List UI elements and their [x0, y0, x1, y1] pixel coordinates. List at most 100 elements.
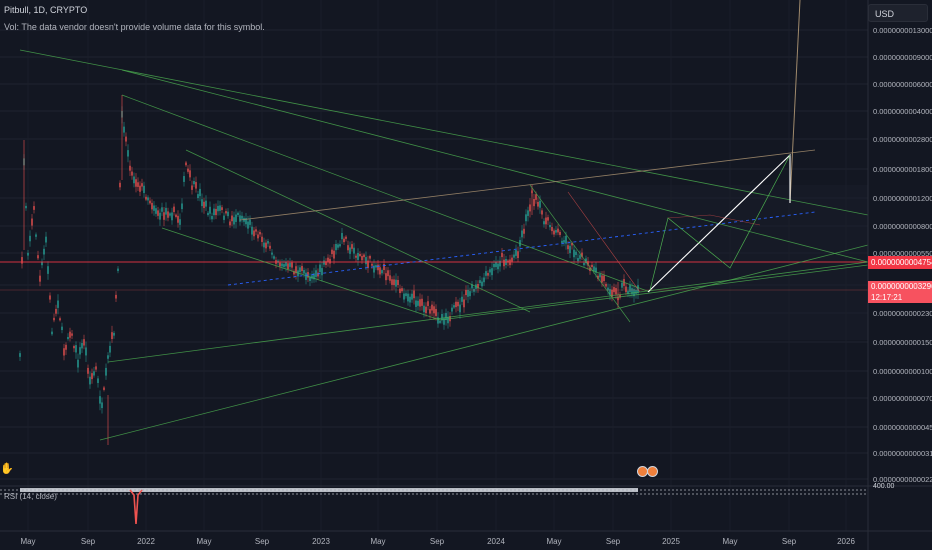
candle-body — [603, 275, 605, 282]
candle-body — [135, 179, 137, 187]
time-tick-label: May — [722, 537, 737, 546]
candle-body — [361, 255, 363, 261]
candle-body — [407, 293, 409, 302]
candle-body — [281, 263, 283, 267]
candle-body — [183, 176, 185, 182]
candle-body — [19, 353, 21, 357]
candle-body — [149, 200, 151, 204]
candle-body — [235, 214, 237, 222]
candle-body — [611, 289, 613, 297]
candle-body — [465, 290, 467, 296]
candle-body — [447, 316, 449, 324]
time-tick-label: May — [20, 537, 35, 546]
candle-body — [299, 267, 301, 273]
price-tick-label: 0.0000000000150 — [873, 338, 932, 347]
price-tick-label: 0.0000000013000 — [873, 26, 932, 35]
candle-body — [53, 317, 55, 321]
candle-body — [169, 213, 171, 216]
candle-body — [213, 208, 215, 216]
price-tick-label: 0.0000000001800 — [873, 165, 932, 174]
candle-body — [21, 257, 23, 264]
candle-body — [373, 265, 375, 273]
candle-body — [375, 265, 377, 268]
trend-line — [121, 94, 651, 293]
candle-body — [69, 331, 71, 338]
candle-body — [249, 219, 251, 225]
candle-body — [395, 279, 397, 287]
candle-body — [269, 245, 271, 249]
time-tick-label: 2024 — [487, 537, 505, 546]
hand-icon[interactable]: ✋ — [0, 463, 14, 475]
candle-body — [463, 299, 465, 308]
candle-body — [455, 301, 457, 308]
candle-body — [287, 263, 289, 270]
candle-body — [535, 194, 537, 200]
candle-body — [337, 244, 339, 248]
candle-body — [185, 162, 187, 166]
candle-body — [109, 345, 111, 353]
time-tick-label: May — [196, 537, 211, 546]
candle-body — [217, 205, 219, 212]
candle-body — [547, 217, 549, 221]
currency-button[interactable]: USD — [868, 4, 928, 22]
candle-body — [383, 263, 385, 271]
mid-dashed-line — [227, 211, 816, 286]
candle-body — [539, 200, 541, 208]
candle-body — [229, 221, 231, 226]
candle-body — [245, 218, 247, 225]
candle-body — [567, 245, 569, 250]
candle-body — [133, 176, 135, 184]
rsi-value: 400.00 — [873, 483, 895, 490]
candle-body — [453, 305, 455, 308]
candle-body — [129, 165, 131, 171]
candle-body — [579, 255, 581, 259]
candle-body — [257, 234, 259, 239]
candle-body — [309, 276, 311, 282]
candle-body — [379, 267, 381, 275]
candle-body — [599, 274, 601, 278]
trend-line — [121, 69, 869, 263]
candle-body — [353, 247, 355, 254]
candle-body — [223, 215, 225, 220]
candle-body — [435, 309, 437, 316]
candle-body — [203, 201, 205, 209]
candle-body — [209, 206, 211, 214]
candle-body — [601, 275, 603, 283]
candle-body — [497, 263, 499, 270]
candle-body — [323, 260, 325, 265]
time-tick-label: Sep — [782, 537, 797, 546]
candle-body — [331, 249, 333, 255]
price-tick-label: 0.0000000002800 — [873, 135, 932, 144]
candle-body — [565, 235, 567, 244]
candle-body — [399, 288, 401, 294]
candle-body — [197, 194, 199, 199]
candle-body — [521, 230, 523, 238]
candle-body — [417, 300, 419, 306]
event-marker-icon[interactable] — [647, 466, 658, 477]
candle-body — [261, 236, 263, 242]
candle-body — [107, 355, 109, 359]
candle-body — [51, 331, 53, 335]
candle-body — [267, 240, 269, 244]
candle-body — [123, 126, 125, 133]
candle-body — [477, 283, 479, 289]
candle-body — [25, 205, 27, 209]
candle-body — [33, 206, 35, 210]
candle-body — [305, 272, 307, 280]
candle-body — [487, 273, 489, 276]
candle-body — [303, 270, 305, 274]
candle-body — [409, 296, 411, 303]
candle-body — [583, 262, 585, 266]
candle-body — [615, 288, 617, 295]
time-tick-label: 2025 — [662, 537, 680, 546]
candle-body — [215, 208, 217, 216]
candle-body — [489, 269, 491, 273]
candle-body — [341, 233, 343, 240]
price-tick-label: 0.0000000000045 — [873, 423, 932, 432]
price-tick-label: 0.0000000000070 — [873, 394, 932, 403]
price-tick-label: 0.0000000000031 — [873, 449, 932, 458]
candle-body — [329, 258, 331, 264]
time-axis: May Sep 2022 May Sep 2023 May Sep 2024 May Sep 2025… — [0, 530, 932, 546]
candle-body — [345, 236, 347, 239]
